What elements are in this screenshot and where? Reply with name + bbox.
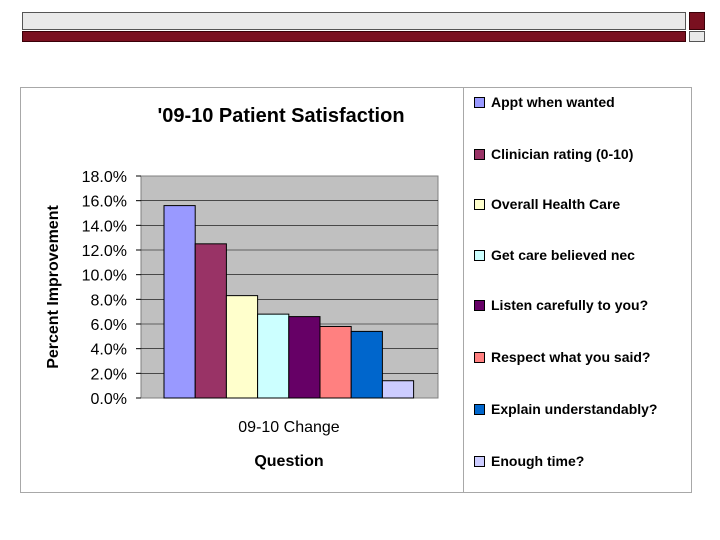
y-tick-label: 4.0% xyxy=(91,342,127,359)
legend-swatch xyxy=(474,352,485,363)
bar-enough-time xyxy=(381,380,415,399)
y-tick-label: 10.0% xyxy=(82,268,127,285)
legend-label: Get care believed nec xyxy=(491,247,635,263)
legend-label: Overall Health Care xyxy=(491,196,621,212)
legend-swatch xyxy=(474,300,485,311)
y-tick-label: 14.0% xyxy=(82,218,127,235)
legend-item: Appt when wanted xyxy=(474,93,691,111)
legend-item: Clinician rating (0-10) xyxy=(474,145,691,163)
top-dark-band xyxy=(22,31,686,42)
legend-label: Appt when wanted xyxy=(491,94,615,110)
legend-label: Explain understandably? xyxy=(491,401,658,417)
legend-label: Listen carefully to you? xyxy=(491,297,649,313)
legend-swatch xyxy=(474,250,485,261)
bar-clinician-rating-0-10 xyxy=(194,243,227,399)
legend-swatch xyxy=(474,199,485,210)
legend-item: Respect what you said? xyxy=(474,348,691,366)
bar-listen-carefully-to-you xyxy=(288,316,321,399)
legend-swatch xyxy=(474,149,485,160)
legend-swatch xyxy=(474,404,485,415)
legend-label: Respect what you said? xyxy=(491,349,651,365)
legend-label: Clinician rating (0-10) xyxy=(491,146,634,162)
legend-swatch xyxy=(474,97,485,108)
corner-dark-square xyxy=(689,12,705,30)
corner-light-square xyxy=(689,31,705,42)
bar-overall-health-care xyxy=(225,295,259,399)
y-axis-ticks: 0.0% 2.0% 4.0% 6.0% 8.0% 10.0% 12.0% 14.0% 16.0%… xyxy=(82,169,141,408)
title-bar-decoration xyxy=(22,12,705,42)
y-tick-label: 8.0% xyxy=(91,292,127,309)
legend: Appt when wanted Clinician rating (0-10) O… xyxy=(463,87,692,493)
y-axis-label: Percent Improvement xyxy=(45,205,62,369)
legend-item: Listen carefully to you? xyxy=(474,296,691,314)
y-tick-label: 16.0% xyxy=(82,194,127,211)
bar-explain-understandably xyxy=(350,330,383,399)
bar-respect-what-you-said xyxy=(319,325,352,399)
top-light-band xyxy=(22,12,686,30)
x-category-label: 09-10 Change xyxy=(238,419,340,436)
bar-appt-when-wanted xyxy=(163,205,196,399)
legend-label: Enough time? xyxy=(491,453,585,469)
legend-swatch xyxy=(474,456,485,467)
bar-get-care-believed-nec xyxy=(257,313,290,399)
y-tick-label: 0.0% xyxy=(91,391,127,408)
legend-item: Get care believed nec xyxy=(474,246,691,264)
legend-item: Explain understandably? xyxy=(474,400,691,418)
legend-item: Overall Health Care xyxy=(474,195,691,213)
x-axis-label: Question xyxy=(254,453,323,470)
chart-title: '09-10 Patient Satisfaction xyxy=(157,105,404,127)
legend-item: Enough time? xyxy=(474,452,691,470)
bars xyxy=(163,205,415,399)
y-tick-label: 6.0% xyxy=(91,317,127,334)
y-tick-label: 18.0% xyxy=(82,169,127,186)
y-tick-label: 12.0% xyxy=(82,243,127,260)
y-tick-label: 2.0% xyxy=(91,366,127,383)
